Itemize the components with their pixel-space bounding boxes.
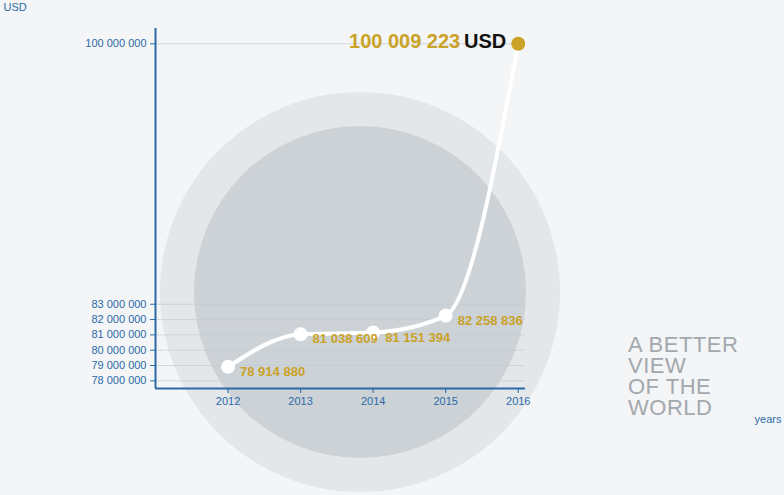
svg-text:80 000 000: 80 000 000 <box>91 344 146 356</box>
svg-text:82 258 836: 82 258 836 <box>458 313 523 328</box>
svg-text:USD: USD <box>464 30 506 52</box>
svg-text:2014: 2014 <box>361 395 385 407</box>
svg-text:2016: 2016 <box>506 395 530 407</box>
svg-text:2012: 2012 <box>216 395 240 407</box>
svg-text:81 151 394: 81 151 394 <box>385 330 451 345</box>
svg-text:79 000 000: 79 000 000 <box>91 359 146 371</box>
svg-text:82 000 000: 82 000 000 <box>91 313 146 325</box>
svg-text:100 000 000: 100 000 000 <box>85 37 146 49</box>
svg-text:USD: USD <box>4 1 27 13</box>
svg-text:2013: 2013 <box>288 395 312 407</box>
html-text:A BETTER VIEW OF THE WORLD: A BETTER VIEW OF THE WORLD <box>628 332 739 420</box>
svg-text:years: years <box>755 413 782 425</box>
svg-text:81 000 000: 81 000 000 <box>91 328 146 340</box>
svg-text:100 009 223: 100 009 223 <box>349 30 460 52</box>
svg-text:83 000 000: 83 000 000 <box>91 298 146 310</box>
svg-text:2015: 2015 <box>433 395 457 407</box>
svg-text:78 000 000: 78 000 000 <box>91 374 146 386</box>
svg-text:81 038 609: 81 038 609 <box>313 331 378 346</box>
svg-text:78 914 880: 78 914 880 <box>240 364 305 379</box>
